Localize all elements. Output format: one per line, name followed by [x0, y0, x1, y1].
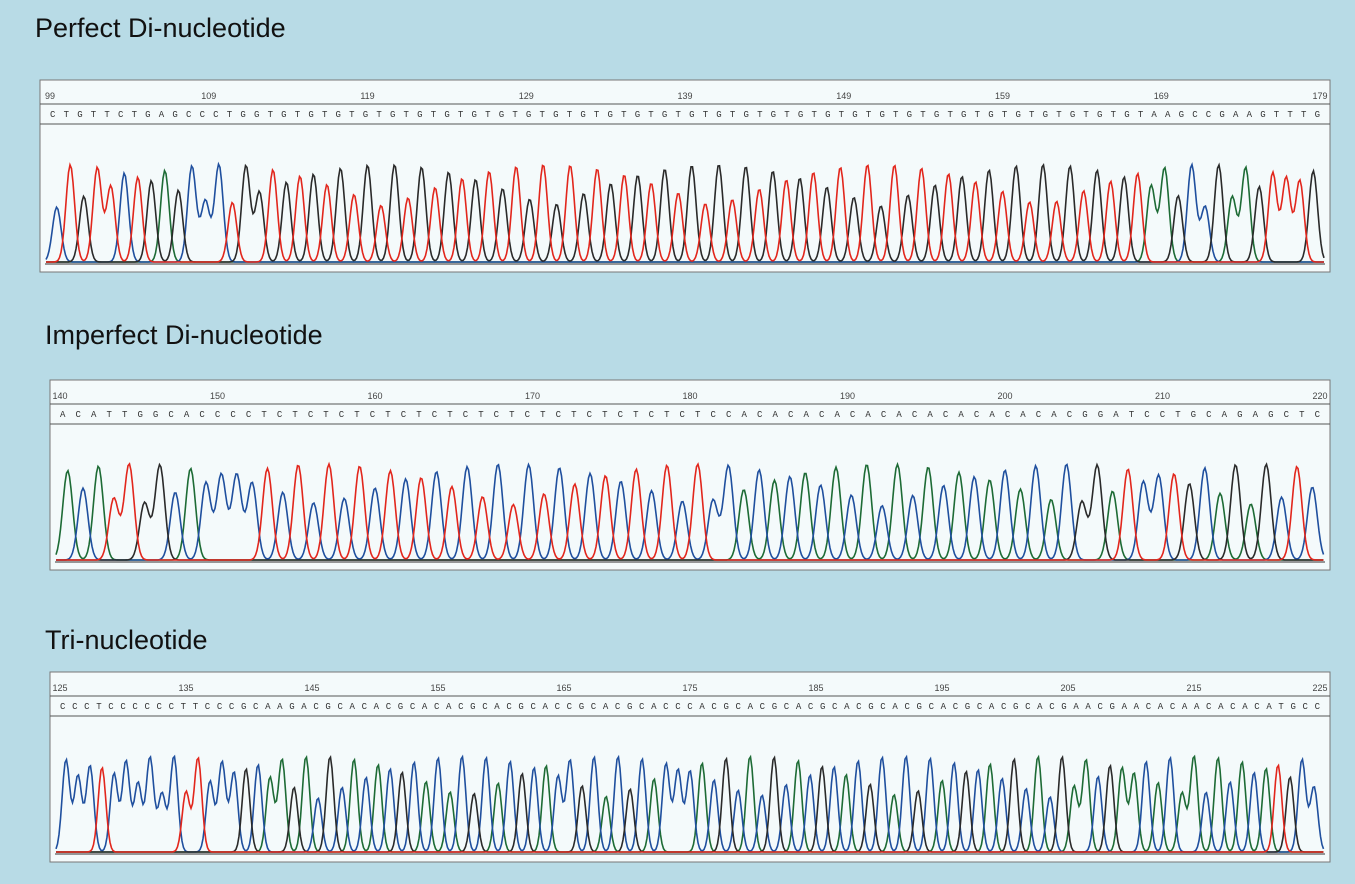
- trace: [56, 461, 1324, 561]
- position-label: 169: [1154, 91, 1169, 101]
- position-label: 109: [201, 91, 216, 101]
- position-label: 190: [840, 391, 855, 401]
- base-sequence: CCCTCCCCCCTTCCCGCAAGACGCACACGCACACGCACGC…: [60, 702, 1321, 712]
- trace-panel: [49, 671, 1331, 863]
- position-label: 135: [178, 683, 193, 693]
- position-label: 155: [430, 683, 445, 693]
- trace: [46, 162, 1324, 263]
- position-label: 145: [304, 683, 319, 693]
- position-label: 225: [1312, 683, 1327, 693]
- panel-title: Perfect Di-nucleotide: [35, 13, 286, 43]
- position-label: 140: [52, 391, 67, 401]
- position-label: 205: [1060, 683, 1075, 693]
- position-label: 195: [934, 683, 949, 693]
- position-label: 220: [1312, 391, 1327, 401]
- position-label: 179: [1312, 91, 1327, 101]
- position-label: 210: [1155, 391, 1170, 401]
- position-label: 215: [1186, 683, 1201, 693]
- trace: [46, 162, 1325, 263]
- panel-title: Imperfect Di-nucleotide: [45, 320, 323, 350]
- position-label: 180: [682, 391, 697, 401]
- trace: [56, 756, 1324, 853]
- position-label: 125: [52, 683, 67, 693]
- position-label: 165: [556, 683, 571, 693]
- position-label: 200: [997, 391, 1012, 401]
- position-label: 160: [367, 391, 382, 401]
- position-label: 99: [45, 91, 55, 101]
- position-label: 150: [210, 391, 225, 401]
- position-label: 139: [677, 91, 692, 101]
- position-label: 185: [808, 683, 823, 693]
- panel-title: Tri-nucleotide: [45, 625, 208, 655]
- position-label: 170: [525, 391, 540, 401]
- position-label: 175: [682, 683, 697, 693]
- position-label: 149: [836, 91, 851, 101]
- position-label: 159: [995, 91, 1010, 101]
- position-label: 119: [360, 91, 374, 101]
- position-label: 129: [519, 91, 534, 101]
